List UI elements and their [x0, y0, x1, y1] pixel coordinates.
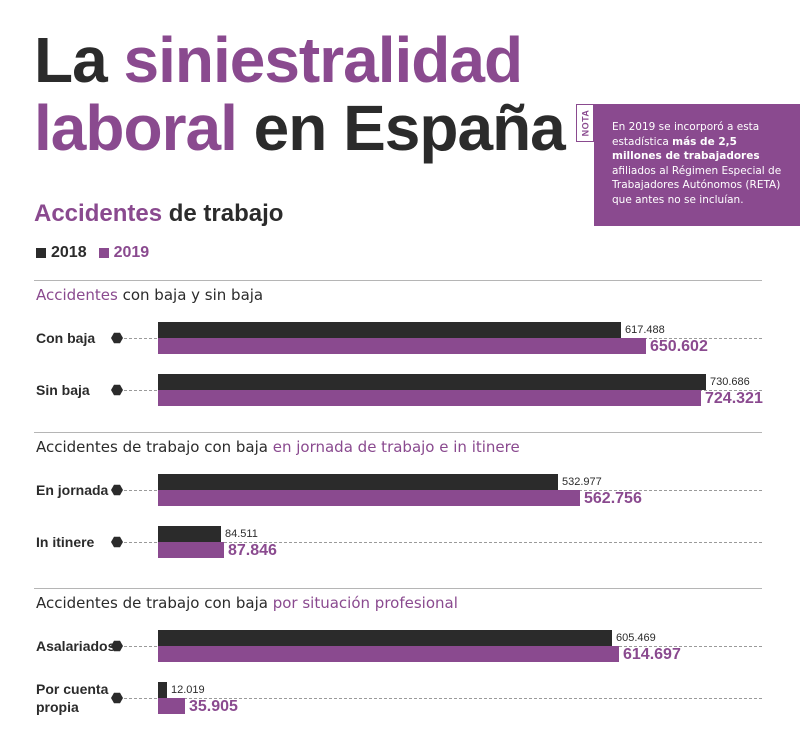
- section-title: Accidentes de trabajo con baja en jornad…: [36, 438, 520, 456]
- subtitle-highlight: Accidentes: [34, 200, 163, 227]
- title-text: en España: [236, 92, 566, 164]
- note-text: En 2019 se incorporó a esta estadística …: [612, 120, 790, 207]
- legend-item-2018: 2018: [36, 244, 87, 262]
- section-divider: [34, 432, 762, 433]
- legend-label-2018: 2018: [51, 244, 87, 261]
- bar-2019: [158, 490, 580, 506]
- bar-2018: [158, 322, 621, 338]
- section-title-text: Accidentes de trabajo con baja: [36, 594, 273, 612]
- section-title: Accidentes con baja y sin baja: [36, 286, 263, 304]
- legend-item-2019: 2019: [98, 244, 150, 262]
- chart-subtitle: Accidentes de trabajo: [34, 200, 283, 228]
- data-label-2019: 724.321: [705, 390, 763, 407]
- title-highlight: siniestralidad: [123, 24, 523, 96]
- data-label-2019: 614.697: [623, 646, 681, 663]
- legend: 2018 2019: [36, 244, 149, 262]
- bar-2019: [158, 646, 619, 662]
- data-label-2019: 650.602: [650, 338, 708, 355]
- data-label-2018: 605.469: [616, 632, 656, 644]
- note-box: NOTA En 2019 se incorporó a esta estadís…: [576, 104, 800, 226]
- bar-2018: [158, 374, 706, 390]
- data-label-2018: 617.488: [625, 324, 665, 336]
- title-text: La: [34, 24, 124, 96]
- hexagon-marker-icon: [111, 484, 123, 496]
- subtitle-text: de trabajo: [162, 200, 284, 227]
- section-title-highlight: Accidentes: [36, 286, 118, 304]
- bar-2018: [158, 474, 558, 490]
- data-label-2018: 12.019: [171, 684, 205, 696]
- data-label-2018: 532.977: [562, 476, 602, 488]
- data-label-2019: 35.905: [189, 698, 238, 715]
- leader-line: [124, 542, 762, 543]
- row-label: Por cuenta propia: [36, 681, 109, 715]
- row-label: Asalariados: [36, 638, 116, 654]
- leader-line: [124, 698, 762, 699]
- section-title: Accidentes de trabajo con baja por situa…: [36, 594, 458, 612]
- section-title-highlight: por situación profesional: [272, 594, 458, 612]
- bar-2018: [158, 526, 221, 542]
- hexagon-marker-icon: [111, 640, 123, 652]
- section-title-text: con baja y sin baja: [117, 286, 264, 304]
- note-tag: NOTA: [576, 104, 594, 142]
- bar-2019: [158, 390, 701, 406]
- hexagon-marker-icon: [111, 384, 123, 396]
- row-label: Con baja: [36, 330, 96, 346]
- page-title: La siniestralidad laboral en España: [34, 24, 566, 164]
- bar-2019: [158, 542, 224, 558]
- data-label-2018: 84.511: [225, 528, 258, 540]
- hexagon-marker-icon: [111, 692, 123, 704]
- legend-swatch-2018: [36, 248, 46, 258]
- bar-2018: [158, 682, 167, 698]
- row-label: Sin baja: [36, 382, 90, 398]
- hexagon-marker-icon: [111, 332, 123, 344]
- data-label-2018: 730.686: [710, 376, 750, 388]
- hexagon-marker-icon: [111, 536, 123, 548]
- note-tag-label: NOTA: [580, 109, 590, 137]
- legend-label-2019: 2019: [113, 244, 150, 261]
- data-label-2019: 562.756: [584, 490, 642, 507]
- row-label: En jornada: [36, 482, 109, 498]
- legend-swatch-2019: [98, 248, 109, 258]
- section-divider: [34, 280, 762, 281]
- section-divider: [34, 588, 762, 589]
- title-highlight: laboral: [34, 92, 238, 164]
- data-label-2019: 87.846: [228, 542, 277, 559]
- section-title-highlight: en jornada de trabajo e in itinere: [272, 438, 520, 456]
- row-label: In itinere: [36, 534, 95, 550]
- bar-2019: [158, 338, 646, 354]
- note-text-part: En 2019 se incorporó a esta estadística: [612, 121, 760, 148]
- note-text-part: afiliados al Régimen Especial de Trabaja…: [612, 164, 782, 206]
- section-title-text: Accidentes de trabajo con baja: [36, 438, 273, 456]
- bar-2019: [158, 698, 185, 714]
- note-text-bold: más de 2,5 millones de trabajadores: [612, 135, 760, 163]
- bar-2018: [158, 630, 612, 646]
